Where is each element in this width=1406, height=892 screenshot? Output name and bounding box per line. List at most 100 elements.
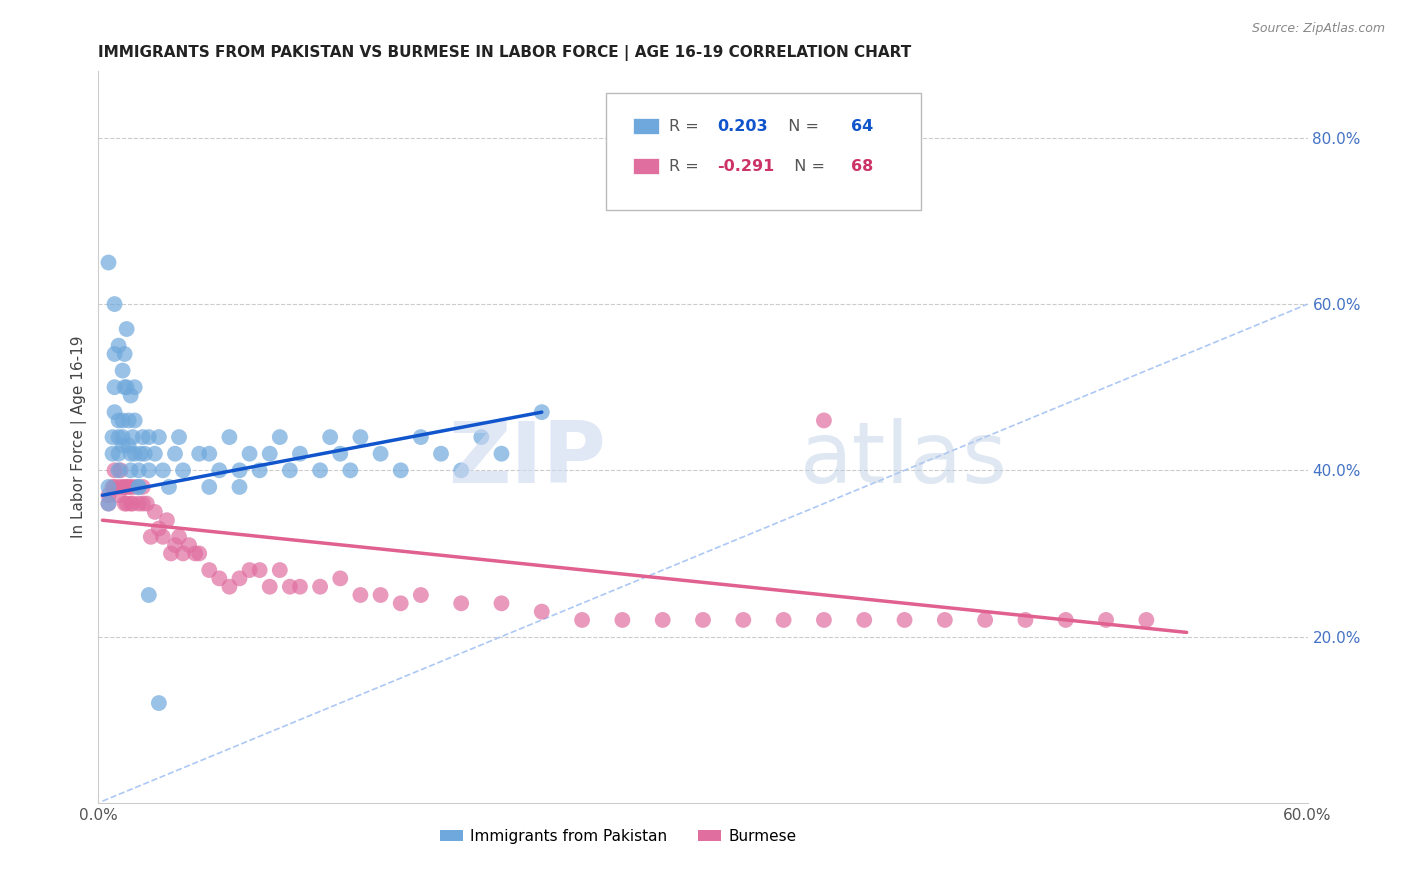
Point: [157, 480, 180, 494]
Point: [103, 405, 125, 419]
Text: atlas: atlas: [800, 417, 1008, 500]
Point: [188, 447, 211, 461]
Point: [148, 430, 170, 444]
Point: [309, 580, 332, 594]
Point: [370, 588, 392, 602]
Point: [107, 338, 129, 352]
Point: [179, 538, 201, 552]
Point: [1095, 613, 1118, 627]
Point: [349, 588, 371, 602]
Point: [813, 413, 835, 427]
Point: [278, 463, 301, 477]
Point: [103, 480, 125, 494]
Text: 64: 64: [851, 119, 873, 134]
Point: [101, 430, 124, 444]
Point: [143, 447, 166, 461]
Point: [152, 530, 174, 544]
Point: [651, 613, 673, 627]
Point: [148, 521, 170, 535]
Point: [138, 430, 160, 444]
FancyBboxPatch shape: [633, 159, 659, 175]
Point: [1135, 613, 1157, 627]
Point: [163, 538, 186, 552]
Point: [228, 463, 250, 477]
Point: [148, 696, 170, 710]
Point: [491, 447, 513, 461]
Point: [120, 447, 142, 461]
Point: [409, 430, 432, 444]
Y-axis label: In Labor Force | Age 16-19: In Labor Force | Age 16-19: [72, 335, 87, 539]
Point: [120, 463, 142, 477]
Point: [115, 497, 138, 511]
Point: [198, 563, 221, 577]
Point: [152, 463, 174, 477]
Point: [115, 380, 138, 394]
Point: [163, 447, 186, 461]
Point: [893, 613, 915, 627]
Point: [208, 571, 231, 585]
Point: [974, 613, 997, 627]
Point: [139, 530, 162, 544]
Point: [135, 497, 157, 511]
Point: [288, 580, 311, 594]
Point: [329, 571, 352, 585]
Point: [389, 596, 412, 610]
Point: [228, 571, 250, 585]
Point: [329, 447, 352, 461]
Point: [121, 497, 143, 511]
Point: [853, 613, 876, 627]
Point: [143, 505, 166, 519]
Text: 68: 68: [851, 159, 873, 174]
Text: N =: N =: [778, 119, 824, 134]
Point: [733, 613, 755, 627]
Point: [167, 430, 190, 444]
Point: [124, 380, 146, 394]
Point: [430, 447, 453, 461]
Point: [249, 463, 271, 477]
Point: [103, 297, 125, 311]
Point: [198, 447, 221, 461]
Point: [612, 613, 634, 627]
Point: [530, 405, 553, 419]
Point: [118, 480, 141, 494]
Point: [160, 546, 183, 560]
Point: [120, 480, 142, 494]
Point: [120, 497, 142, 511]
Point: [97, 497, 120, 511]
Point: [121, 430, 143, 444]
Point: [389, 463, 412, 477]
Point: [132, 497, 155, 511]
Point: [107, 480, 129, 494]
Text: R =: R =: [669, 119, 704, 134]
Point: [156, 513, 179, 527]
Point: [218, 580, 240, 594]
Point: [218, 430, 240, 444]
Point: [470, 430, 492, 444]
Point: [114, 497, 136, 511]
Point: [97, 255, 120, 269]
Point: [319, 430, 342, 444]
Point: [349, 430, 371, 444]
Point: [228, 480, 250, 494]
Point: [132, 480, 155, 494]
Point: [269, 430, 291, 444]
Point: [208, 463, 231, 477]
Point: [530, 605, 553, 619]
Point: [409, 588, 432, 602]
Point: [134, 447, 156, 461]
Point: [1014, 613, 1036, 627]
Point: [167, 530, 190, 544]
Point: [288, 447, 311, 461]
Text: R =: R =: [669, 159, 704, 174]
Point: [259, 447, 281, 461]
Point: [118, 438, 141, 452]
Point: [101, 447, 124, 461]
Point: [692, 613, 714, 627]
Point: [278, 580, 301, 594]
Text: -0.291: -0.291: [717, 159, 775, 174]
Legend: Immigrants from Pakistan, Burmese: Immigrants from Pakistan, Burmese: [434, 822, 803, 850]
Point: [111, 413, 134, 427]
Point: [239, 563, 262, 577]
FancyBboxPatch shape: [606, 94, 921, 211]
Point: [107, 488, 129, 502]
